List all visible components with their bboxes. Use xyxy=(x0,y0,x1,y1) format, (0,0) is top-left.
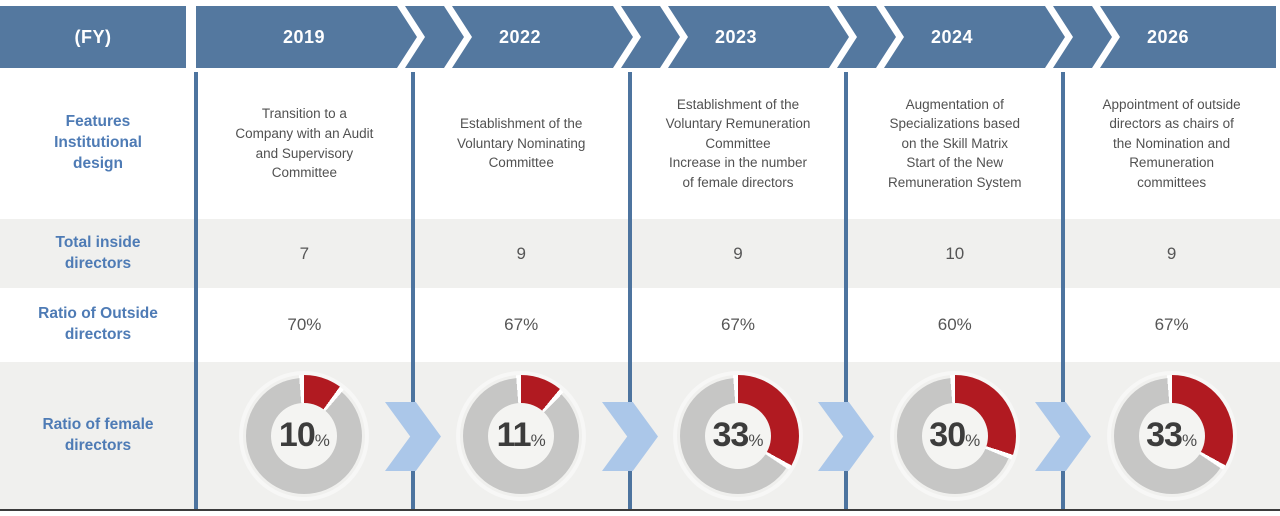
donut-chart-2024: 30% xyxy=(893,374,1016,497)
column-divider xyxy=(628,72,632,509)
year-2022: 2022 xyxy=(498,26,542,47)
feature-cell-2019: Transition to a Company with an Audit an… xyxy=(235,106,374,181)
donut-value: 10 xyxy=(278,416,316,454)
inside-directors-2019: 7 xyxy=(299,243,310,263)
inside-directors-2026: 9 xyxy=(1166,243,1177,263)
outside-ratio-row: Ratio of Outside directors 70% 67% 67% 6… xyxy=(0,288,1280,362)
donut-unit: % xyxy=(530,431,546,450)
features-row: Features Institutional design Transition… xyxy=(0,68,1280,219)
donut-value: 33 xyxy=(1146,416,1183,454)
year-2024: 2024 xyxy=(930,26,974,47)
column-divider xyxy=(1061,72,1065,509)
donut-unit: % xyxy=(1181,431,1198,450)
donut-value: 30 xyxy=(929,416,966,454)
feature-cell-2023: Establishment of the Voluntary Remunerat… xyxy=(665,96,811,190)
donut-value: 33 xyxy=(712,416,750,454)
donut-unit: % xyxy=(965,431,981,450)
bottom-rule xyxy=(0,509,1280,511)
female-ratio-cell-2024: 30% xyxy=(846,362,1063,509)
donut-center: 30% xyxy=(921,402,988,469)
year-2019: 2019 xyxy=(282,26,326,47)
donut-unit: % xyxy=(314,431,330,450)
female-ratio-row-label: Ratio of female directors xyxy=(42,415,154,454)
outside-ratio-2023: 67% xyxy=(720,315,755,334)
features-row-label: Features Institutional design xyxy=(54,113,142,172)
column-divider xyxy=(411,72,415,509)
outside-ratio-2019: 70% xyxy=(287,315,322,334)
fy-header-cell: (FY) xyxy=(0,6,186,68)
inside-directors-2022: 9 xyxy=(516,243,526,263)
outside-ratio-row-label: Ratio of Outside directors xyxy=(38,305,158,343)
donut-chart-2019: 10% xyxy=(243,374,366,497)
female-ratio-cell-2019: 10% xyxy=(196,362,413,509)
donut-value: 11 xyxy=(496,416,532,454)
inside-directors-2024: 10 xyxy=(945,243,965,263)
donut-center: 33% xyxy=(704,402,771,469)
total-inside-directors-row: Total inside directors 7 9 9 10 9 xyxy=(0,219,1280,288)
feature-cell-2024: Augmentation of Specializations based on… xyxy=(888,96,1022,190)
donut-unit: % xyxy=(748,431,764,450)
female-ratio-cell-2023: 33% xyxy=(630,362,847,509)
inside-directors-2023: 9 xyxy=(733,243,743,263)
donut-chart-2023: 33% xyxy=(676,374,799,497)
female-ratio-cell-2026: 33% xyxy=(1063,362,1280,509)
donut-chart-2022: 11% xyxy=(460,374,583,497)
feature-cell-2026: Appointment of outside directors as chai… xyxy=(1102,96,1241,190)
year-band: 2019 2022 2023 2024 2026 xyxy=(196,6,1276,68)
outside-ratio-2024: 60% xyxy=(937,315,972,334)
feature-cell-2022: Establishment of the Voluntary Nominatin… xyxy=(457,116,586,171)
outside-ratio-2026: 67% xyxy=(1154,315,1189,334)
column-divider xyxy=(194,72,198,509)
outside-ratio-2022: 67% xyxy=(504,315,539,334)
donut-center: 10% xyxy=(271,402,338,469)
female-ratio-cell-2022: 11% xyxy=(413,362,630,509)
donut-chart-2026: 33% xyxy=(1110,374,1233,497)
year-2026: 2026 xyxy=(1146,26,1190,47)
donut-center: 11% xyxy=(488,402,555,469)
column-divider xyxy=(844,72,848,509)
total-inside-row-label: Total inside directors xyxy=(55,233,141,272)
timeline-header: (FY) 2019 2022 2023 2024 2026 xyxy=(0,6,1280,68)
year-2023: 2023 xyxy=(714,26,758,47)
donut-center: 33% xyxy=(1138,402,1205,469)
